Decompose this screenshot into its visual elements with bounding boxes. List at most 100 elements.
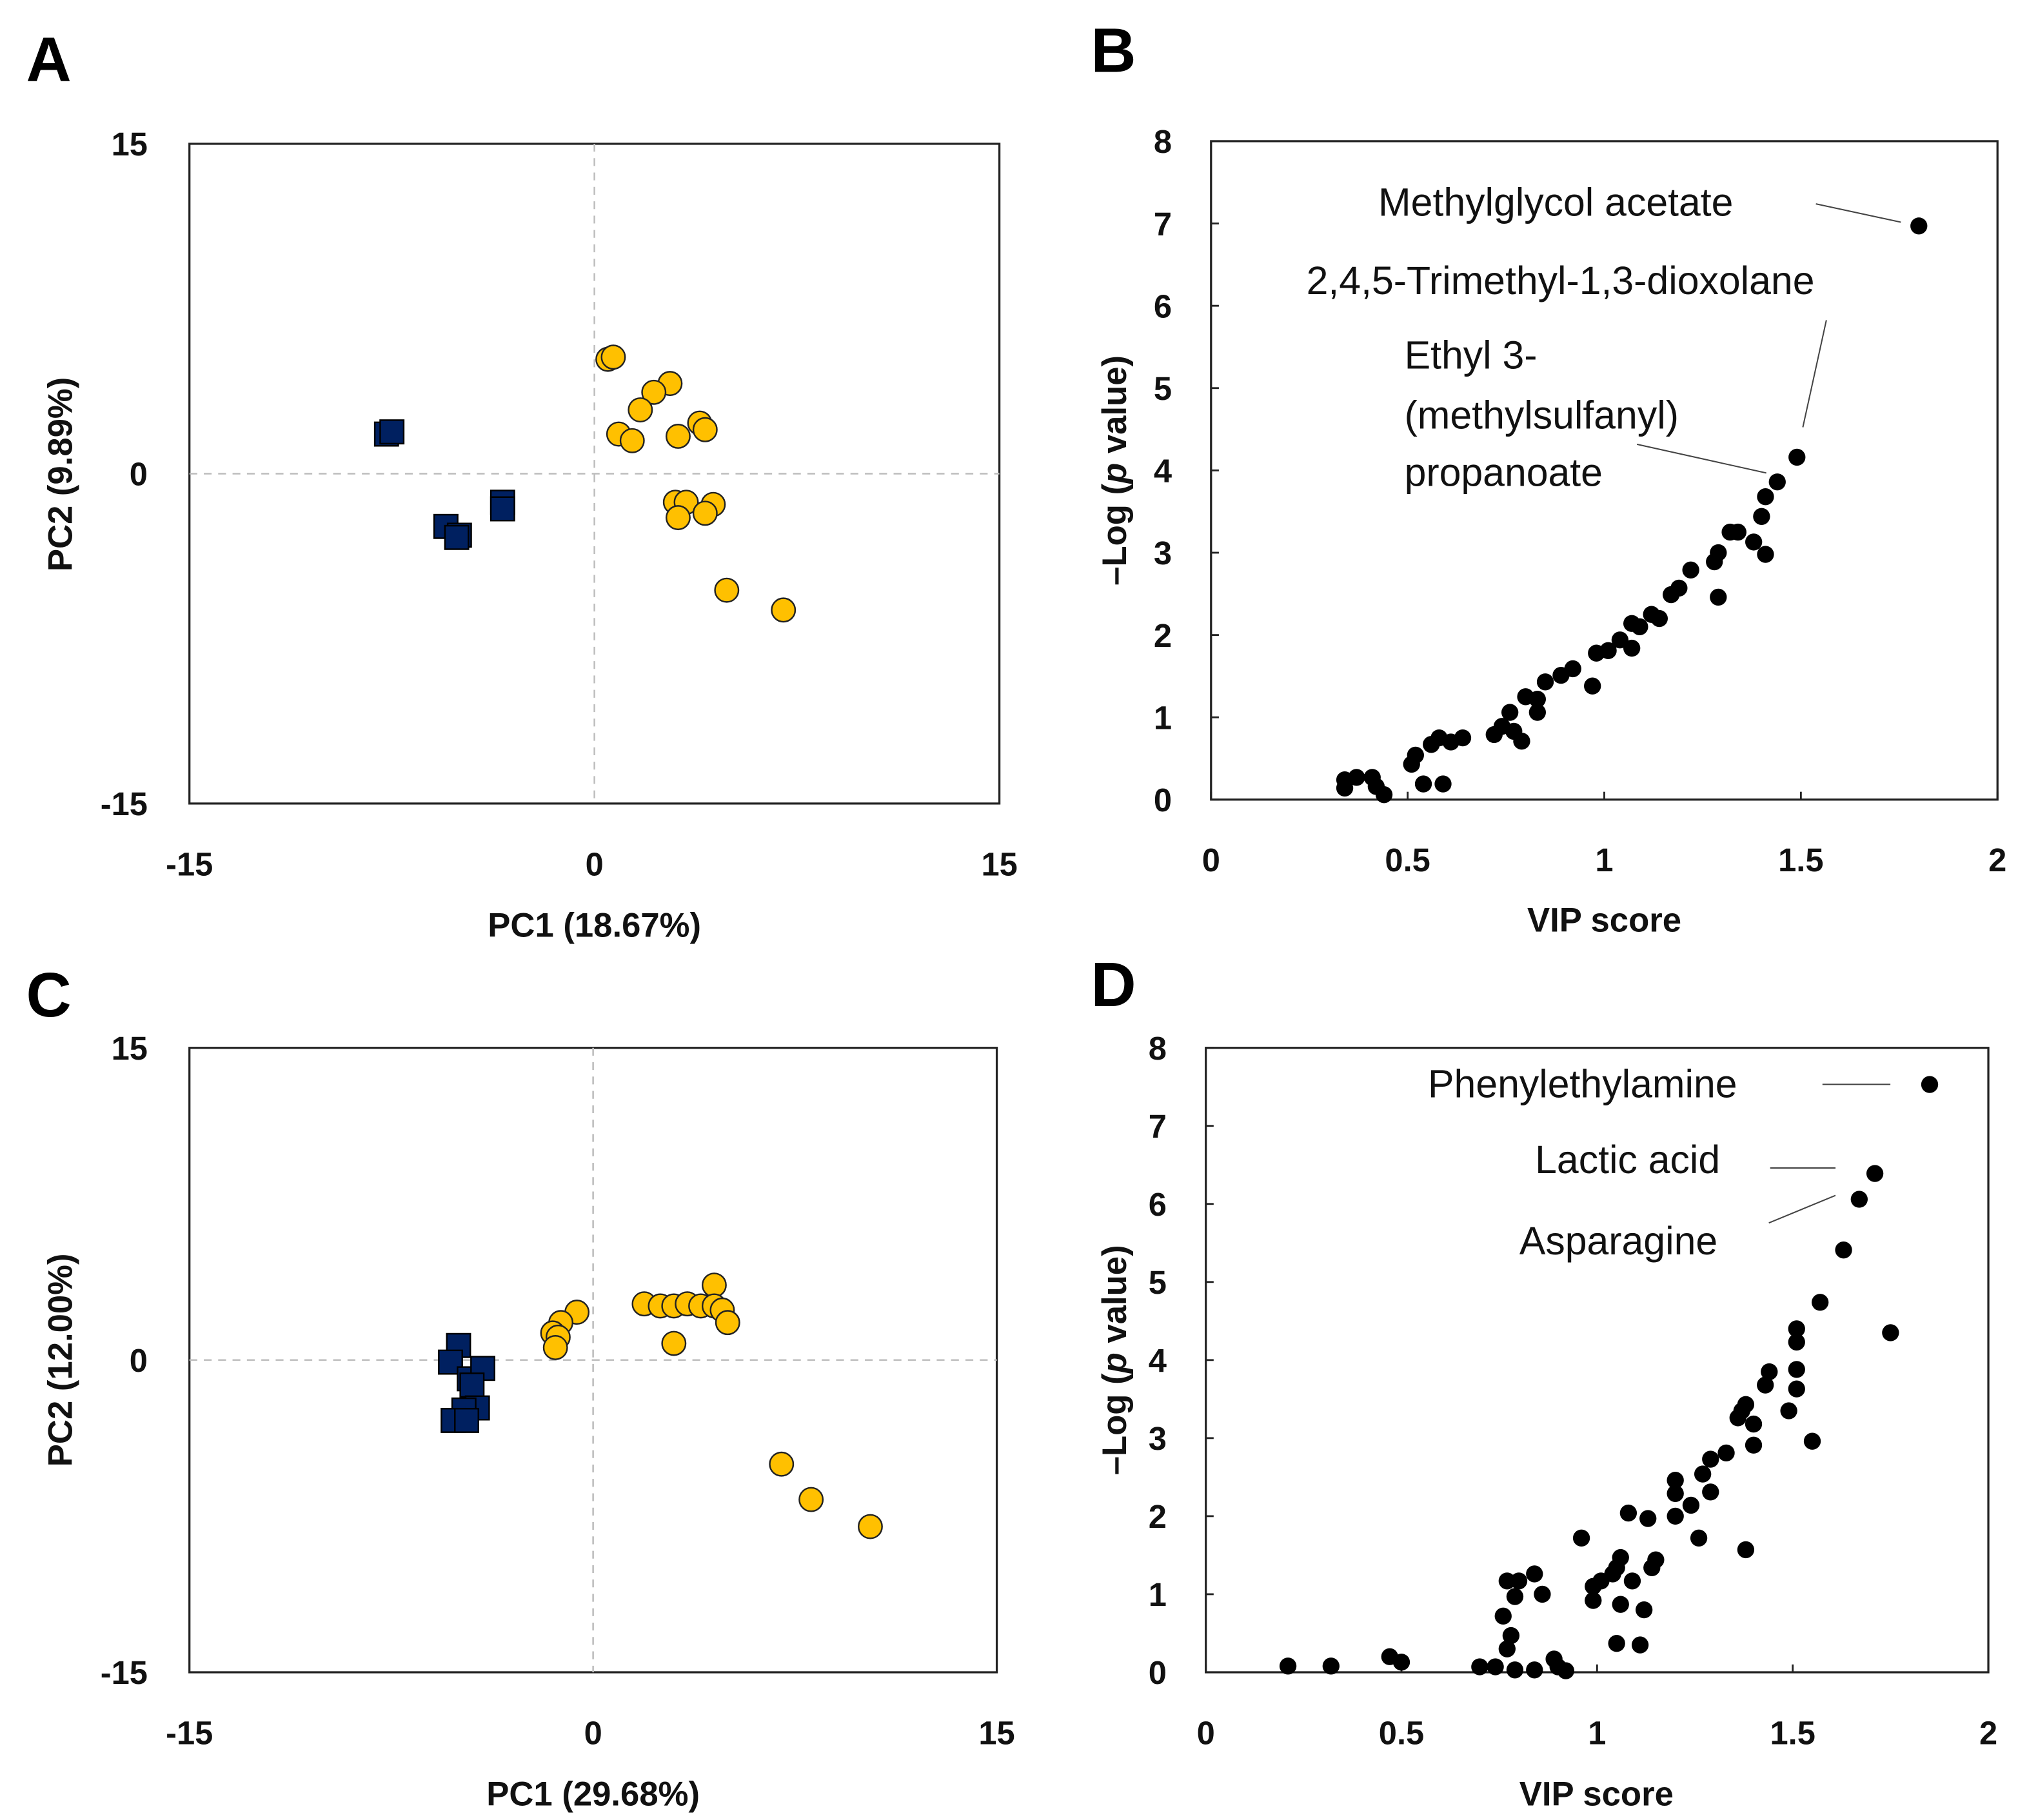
data-point-circle xyxy=(798,1487,824,1512)
x-tick-label: 1.5 xyxy=(1770,1714,1815,1751)
data-point-circle xyxy=(701,1272,727,1298)
y-axis-label: –Log (p value) xyxy=(1096,1245,1134,1475)
data-point xyxy=(1737,1541,1755,1559)
chart-panel-c: C -15 0 15 -15 0 15 PC1 (29.68%) PC2 (12.00%) xyxy=(26,960,1015,1813)
data-point xyxy=(1631,618,1648,636)
data-point xyxy=(1788,448,1806,466)
data-point xyxy=(1788,1380,1805,1398)
data-point-circle xyxy=(714,577,740,603)
data-point xyxy=(1850,1191,1868,1208)
data-point xyxy=(1667,1507,1684,1525)
x-tick-label: 2 xyxy=(1979,1714,1997,1751)
data-point xyxy=(1761,1363,1778,1381)
y-tick-label: 8 xyxy=(1149,1030,1167,1067)
x-tick-label: 0.5 xyxy=(1379,1714,1424,1751)
data-point xyxy=(1694,1465,1712,1483)
data-point xyxy=(1910,217,1928,235)
point-annotation: Methylglycol acetate xyxy=(1378,180,1733,224)
data-point xyxy=(1702,1483,1719,1501)
panel-letter: C xyxy=(26,960,72,1030)
data-point xyxy=(1682,561,1699,579)
data-point xyxy=(1729,523,1746,541)
y-tick-label: 2 xyxy=(1154,617,1172,654)
x-axis-label: PC1 (18.67%) xyxy=(488,907,701,945)
x-tick-label: 1 xyxy=(1595,842,1613,878)
data-point xyxy=(1757,488,1774,506)
data-point-circle xyxy=(661,1330,687,1356)
data-point-square xyxy=(444,524,470,550)
data-point xyxy=(1611,631,1629,649)
annotation-leader-line xyxy=(1802,320,1827,428)
data-point-circle xyxy=(619,428,645,453)
data-point xyxy=(1788,1333,1805,1351)
data-point xyxy=(1753,508,1770,526)
y-tick-label: 6 xyxy=(1154,288,1172,324)
data-point xyxy=(1485,726,1503,744)
chart-panel-b: B 0 0.5 1 1.5 2 0 1 2 3 4 5 6 7 8 VIP score –Log (p valu… xyxy=(1091,15,2006,940)
data-point xyxy=(1811,1294,1829,1311)
y-label-italic: p xyxy=(1096,463,1134,485)
y-tick-label: 5 xyxy=(1149,1264,1167,1301)
x-axis-label: PC1 (29.68%) xyxy=(486,1775,700,1814)
x-axis-label: VIP score xyxy=(1519,1775,1674,1814)
data-point xyxy=(1552,666,1570,684)
point-annotation: propanoate xyxy=(1405,451,1603,495)
y-axis-label: –Log (p value) xyxy=(1096,355,1134,586)
data-point xyxy=(1434,775,1452,793)
data-point xyxy=(1921,1076,1939,1093)
data-point xyxy=(1423,736,1440,753)
y-label-suffix: value) xyxy=(1096,355,1134,463)
data-point xyxy=(1788,1320,1805,1338)
panel-letter: A xyxy=(26,25,72,95)
data-point-circle xyxy=(769,1451,795,1477)
x-tick-label: 1 xyxy=(1588,1714,1606,1751)
data-point xyxy=(1506,1661,1524,1679)
data-point xyxy=(1526,1565,1543,1583)
data-point xyxy=(1494,1607,1512,1625)
data-point xyxy=(1487,1658,1504,1676)
data-point-square xyxy=(438,1349,463,1375)
data-point xyxy=(1322,1657,1340,1675)
data-point xyxy=(1710,588,1727,606)
y-axis-label: PC2 (12.00%) xyxy=(41,1253,79,1467)
y-tick-label: 7 xyxy=(1149,1108,1167,1145)
y-tick-label: 0 xyxy=(130,1342,148,1379)
x-tick-label: 0.5 xyxy=(1385,842,1430,878)
x-tick-label: -15 xyxy=(166,846,213,882)
y-label-prefix: –Log ( xyxy=(1096,1373,1134,1475)
data-point xyxy=(1635,1601,1653,1619)
data-point xyxy=(1392,1654,1410,1671)
data-point xyxy=(1631,1636,1649,1654)
data-point xyxy=(1780,1402,1797,1419)
y-tick-label: 7 xyxy=(1154,206,1172,242)
point-annotation: (methylsulfanyl) xyxy=(1405,393,1679,437)
data-point-circle xyxy=(665,424,691,449)
data-point xyxy=(1414,775,1432,793)
data-point xyxy=(1729,1409,1746,1427)
y-tick-label: 1 xyxy=(1154,699,1172,736)
data-point xyxy=(1690,1529,1708,1547)
data-point-circle xyxy=(628,397,653,422)
annotation-leader-line xyxy=(1636,443,1766,474)
annotation-leader-line xyxy=(1815,203,1901,223)
data-point xyxy=(1608,1635,1625,1652)
data-point xyxy=(1650,609,1668,628)
data-point-circle xyxy=(771,597,796,623)
x-tick-label: 0 xyxy=(586,846,604,882)
data-point xyxy=(1585,1592,1602,1609)
data-point-circle xyxy=(641,379,667,405)
data-point xyxy=(1619,1504,1637,1522)
y-tick-label: 3 xyxy=(1149,1420,1167,1457)
data-point xyxy=(1835,1241,1852,1259)
data-point xyxy=(1682,1496,1700,1514)
data-point xyxy=(1513,733,1530,750)
x-tick-label: 2 xyxy=(1988,842,2006,878)
data-point xyxy=(1745,1415,1763,1433)
data-point xyxy=(1662,586,1680,604)
y-label-prefix: –Log ( xyxy=(1096,483,1134,585)
data-point xyxy=(1498,1640,1516,1657)
plot-frame xyxy=(1205,1047,1990,1674)
data-point-circle xyxy=(600,344,626,370)
x-tick-label: 0 xyxy=(1202,842,1220,878)
data-point xyxy=(1643,1559,1661,1576)
